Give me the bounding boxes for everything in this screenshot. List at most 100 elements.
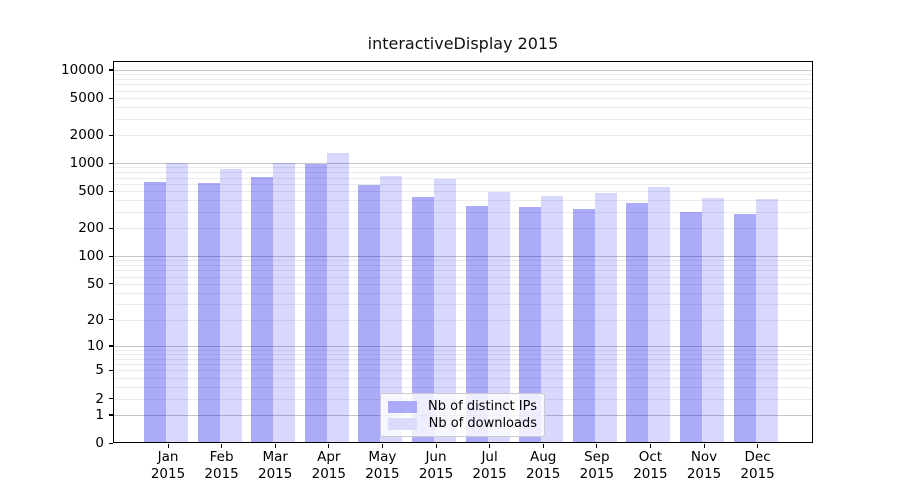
y-tick-label-200: 200: [78, 220, 104, 237]
bar-nb-of-downloads-jul: [487, 192, 510, 443]
y-tick-500: [109, 190, 113, 192]
x-tick-dec: [757, 444, 759, 448]
y-tick-label-5000: 5000: [69, 90, 104, 107]
gridline-minor-7: [113, 358, 813, 360]
y-tick-label-5: 5: [95, 362, 104, 379]
bar-nb-of-downloads-sep: [594, 192, 617, 443]
bar-nb-of-distinct-ips-dec: [733, 213, 756, 443]
bar-nb-of-downloads-aug: [541, 195, 564, 443]
bar-nb-of-distinct-ips-jun: [412, 196, 434, 443]
gridline-minor-3: [113, 386, 813, 388]
gridline-minor-200: [113, 228, 813, 230]
y-tick-1: [109, 414, 113, 416]
legend-item-nb-of-distinct-ips: Nb of distinct IPs: [388, 399, 537, 414]
gridline-minor-30: [113, 303, 813, 305]
bar-nb-of-downloads-jun: [434, 178, 456, 443]
x-tick-mar: [274, 444, 276, 448]
gridline-minor-9: [113, 349, 813, 351]
x-tick-label-feb: Feb 2015: [204, 449, 239, 482]
bar-nb-of-distinct-ips-nov: [680, 211, 702, 443]
legend-label-nb-of-distinct-ips: Nb of distinct IPs: [428, 399, 537, 414]
y-tick-label-10: 10: [86, 337, 104, 354]
bar-nb-of-downloads-feb: [219, 168, 242, 443]
gridline-minor-50: [113, 283, 813, 285]
x-tick-sep: [596, 444, 598, 448]
x-tick-jan: [167, 444, 169, 448]
bar-nb-of-distinct-ips-aug: [519, 206, 542, 443]
gridline-minor-300: [113, 211, 813, 213]
bar-nb-of-distinct-ips-jul: [465, 205, 488, 443]
y-tick-label-50: 50: [86, 275, 104, 292]
y-tick-1000: [109, 162, 113, 164]
x-tick-jul: [489, 444, 491, 448]
x-tick-apr: [328, 444, 330, 448]
bar-nb-of-downloads-jan: [166, 163, 188, 443]
y-tick-label-0: 0: [95, 435, 104, 451]
x-tick-aug: [542, 444, 544, 448]
bar-nb-of-downloads-mar: [273, 163, 296, 443]
x-tick-label-aug: Aug 2015: [526, 449, 561, 482]
x-tick-label-apr: Apr 2015: [311, 449, 346, 482]
bar-nb-of-distinct-ips-mar: [251, 176, 274, 443]
gridline-major-1000: [113, 163, 813, 165]
y-tick-100: [109, 255, 113, 257]
gridline-minor-900: [113, 167, 813, 169]
gridline-minor-60: [113, 276, 813, 278]
legend-item-nb-of-downloads: Nb of downloads: [388, 416, 537, 431]
bar-nb-of-downloads-apr: [326, 153, 349, 443]
gridline-minor-400: [113, 200, 813, 202]
y-tick-2: [109, 398, 113, 400]
y-tick-5: [109, 369, 113, 372]
gridline-minor-80: [113, 265, 813, 267]
gridline-minor-5000: [113, 98, 813, 100]
gridline-minor-500: [113, 191, 813, 193]
bar-nb-of-distinct-ips-oct: [626, 202, 649, 443]
y-tick-0: [109, 442, 113, 444]
y-tick-label-2000: 2000: [69, 127, 104, 144]
gridline-minor-5: [113, 370, 813, 372]
chart-title: interactiveDisplay 2015: [367, 34, 559, 53]
x-tick-label-may: May 2015: [365, 449, 400, 482]
y-tick-10: [109, 345, 113, 347]
y-tick-label-500: 500: [78, 183, 104, 200]
bar-nb-of-distinct-ips-may: [358, 184, 381, 443]
gridline-minor-7000: [113, 84, 813, 86]
x-tick-label-sep: Sep 2015: [579, 449, 614, 482]
legend: Nb of distinct IPs Nb of downloads: [380, 393, 545, 437]
x-tick-label-mar: Mar 2015: [258, 449, 293, 482]
x-tick-feb: [221, 444, 223, 448]
x-tick-label-nov: Nov 2015: [686, 449, 722, 482]
x-tick-nov: [703, 444, 705, 448]
x-tick-oct: [649, 444, 652, 448]
gridline-major-10: [113, 345, 813, 347]
gridline-minor-90: [113, 260, 813, 262]
x-tick-label-jan: Jan 2015: [150, 449, 186, 482]
gridline-minor-2000: [113, 135, 813, 137]
y-tick-label-1000: 1000: [69, 155, 104, 172]
gridline-minor-20: [113, 319, 813, 321]
gridline-minor-40: [113, 292, 813, 294]
y-tick-5000: [109, 97, 113, 99]
gridline-minor-8000: [113, 79, 813, 81]
gridline-minor-4000: [113, 107, 813, 109]
bar-nb-of-distinct-ips-jan: [144, 181, 166, 443]
bar-nb-of-downloads-nov: [702, 197, 724, 443]
gridline-minor-9000: [113, 74, 813, 76]
y-tick-20: [109, 319, 113, 321]
x-tick-label-jul: Jul 2015: [472, 449, 507, 482]
y-tick-label-1: 1: [95, 406, 104, 423]
gridline-minor-3000: [113, 118, 813, 120]
y-tick-label-10000: 10000: [61, 61, 104, 78]
bar-nb-of-downloads-oct: [648, 187, 671, 443]
bar-nb-of-distinct-ips-feb: [197, 182, 220, 443]
gridline-minor-4: [113, 377, 813, 379]
y-tick-label-2: 2: [95, 390, 104, 407]
plot-area: [113, 61, 813, 443]
gridline-minor-8: [113, 354, 813, 356]
y-tick-10000: [109, 69, 113, 71]
bar-nb-of-distinct-ips-sep: [572, 208, 595, 443]
legend-swatch-nb-of-downloads: [388, 417, 417, 430]
bar-nb-of-downloads-may: [380, 175, 403, 443]
y-tick-2000: [109, 134, 113, 136]
y-tick-label-100: 100: [78, 248, 104, 265]
